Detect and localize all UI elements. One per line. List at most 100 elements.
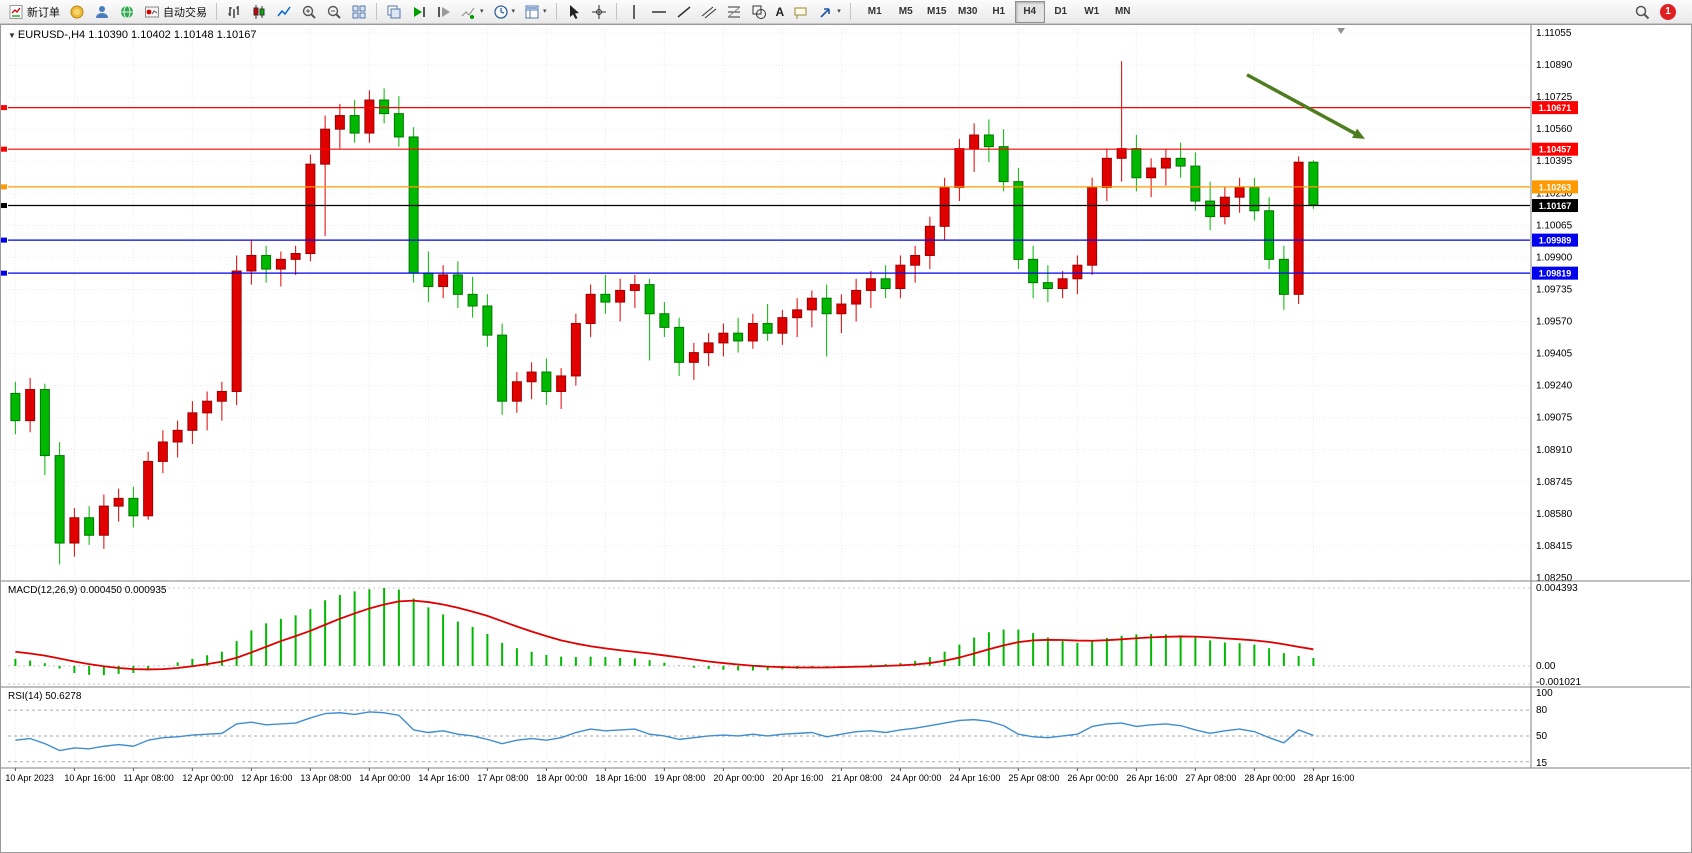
- templates-button[interactable]: ▾: [520, 0, 551, 24]
- timeframe-button-h4[interactable]: H4: [1014, 0, 1045, 23]
- crosshair-tool-button[interactable]: [587, 0, 611, 24]
- cursor-tool-button[interactable]: [562, 0, 586, 24]
- bull-candle: [438, 274, 449, 288]
- periods-button[interactable]: ▾: [489, 0, 520, 24]
- macd-title: MACD(12,26,9): [8, 585, 78, 596]
- bear-candle: [1131, 148, 1142, 179]
- candlestick-mode-button[interactable]: [247, 0, 271, 24]
- time-axis-label: 11 Apr 08:00: [123, 773, 173, 783]
- bear-candle: [1028, 258, 1039, 284]
- timeframe-button-h1[interactable]: H1: [992, 6, 1006, 17]
- vertical-line-tool-button[interactable]: [622, 0, 646, 24]
- macd-axis-label: 0.00: [1536, 661, 1556, 672]
- bear-candle: [128, 497, 139, 517]
- bear-candle: [1308, 161, 1319, 206]
- channel-tool-button[interactable]: [697, 0, 721, 24]
- auto-scroll-icon: [414, 6, 425, 17]
- bear-candle: [467, 293, 478, 307]
- bear-candle: [1190, 165, 1201, 202]
- time-axis-label: 24 Apr 16:00: [949, 773, 1000, 783]
- bull-candle: [688, 352, 699, 363]
- new-order-label: 新订单: [27, 6, 60, 19]
- chart-window[interactable]: 10 Apr 2023 10 Apr 16:00 11 Apr 08:00 12 Ap…: [0, 24, 1692, 853]
- auto-scroll-button[interactable]: [407, 0, 431, 24]
- search-icon[interactable]: [1634, 4, 1650, 20]
- line-chart-icon: [277, 6, 291, 16]
- price-tag-label: 1.10263: [1539, 182, 1572, 192]
- arrows-tool-button[interactable]: ▾: [814, 0, 845, 24]
- price-axis-label: 1.10230: [1536, 188, 1573, 199]
- zoom-in-button[interactable]: [297, 0, 321, 24]
- user-button[interactable]: [90, 0, 114, 24]
- price-axis-label: 1.09900: [1536, 252, 1573, 263]
- time-axis-label: 26 Apr 00:00: [1067, 773, 1118, 783]
- text-label-tool-button[interactable]: [789, 0, 813, 24]
- bull-candle: [924, 225, 935, 256]
- coin-button[interactable]: [65, 0, 89, 24]
- bull-candle: [202, 400, 213, 414]
- trendline-tool-button[interactable]: [672, 0, 696, 24]
- chevron-down-icon: ▾: [480, 8, 484, 15]
- bull-candle: [895, 264, 906, 289]
- macd-indicator-label: MACD(12,26,9) 0.000450 0.000935: [8, 585, 166, 596]
- price-tag: [1532, 142, 1578, 156]
- bear-candle: [1264, 210, 1275, 260]
- bear-candle: [821, 297, 832, 315]
- candlestick-icon: [253, 4, 265, 19]
- line-chart-mode-button[interactable]: [272, 0, 296, 24]
- horizontal-line-tool-button[interactable]: [647, 0, 671, 24]
- timeframe-button-m1[interactable]: M1: [867, 6, 882, 17]
- bear-candle: [644, 284, 655, 315]
- text-tool-button[interactable]: A: [772, 0, 789, 24]
- bull-candle: [216, 390, 227, 402]
- chevron-down-icon: ▾: [837, 8, 841, 15]
- bear-candle: [349, 115, 360, 134]
- bull-candle: [172, 429, 183, 443]
- macd-values: 0.000450 0.000935: [80, 585, 167, 596]
- vertical-line-icon: [632, 4, 635, 19]
- text-tool-icon: A: [775, 4, 785, 19]
- chart-shift-marker: [1337, 28, 1345, 34]
- timeframe-button-m30[interactable]: M30: [958, 6, 978, 17]
- fibonacci-tool-button[interactable]: [722, 0, 746, 24]
- symbol-ohlc-values: 1.10390 1.10402 1.10148 1.10167: [88, 29, 257, 41]
- rsi-line: [15, 711, 1314, 752]
- tile-windows-button[interactable]: [347, 0, 371, 24]
- timeframe-button-mn[interactable]: MN: [1114, 6, 1131, 17]
- new-order-button[interactable]: 新订单: [4, 0, 64, 24]
- bear-candle: [541, 371, 552, 392]
- zoom-out-button[interactable]: [322, 0, 346, 24]
- notification-badge[interactable]: 1: [1660, 3, 1676, 20]
- auto-trading-button[interactable]: 自动交易: [140, 0, 211, 24]
- arrow-tool-icon: [820, 7, 831, 18]
- bull-candle: [969, 134, 980, 150]
- indicators-button[interactable]: ▾: [457, 0, 488, 24]
- bear-candle: [482, 305, 493, 336]
- bear-candle: [1278, 258, 1289, 295]
- ohlc-bars-icon: [228, 5, 239, 18]
- bull-candle: [1072, 264, 1083, 280]
- timeframe-button-m5[interactable]: M5: [898, 6, 913, 17]
- globe-button[interactable]: [115, 0, 139, 24]
- bar-chart-mode-button[interactable]: [222, 0, 246, 24]
- symbol-name: EURUSD-,H4: [17, 29, 86, 41]
- chart-shift-button[interactable]: [432, 0, 456, 24]
- timeframe-button-m15[interactable]: M15: [927, 6, 947, 17]
- time-axis-label: 18 Apr 00:00: [536, 773, 587, 783]
- bull-candle: [69, 517, 80, 544]
- bull-candle: [954, 148, 965, 188]
- timeframe-button-d1[interactable]: D1: [1054, 6, 1068, 17]
- bull-candle: [320, 128, 331, 165]
- new-order-icon: [9, 4, 23, 19]
- shapes-tool-button[interactable]: [747, 0, 771, 24]
- price-chart-canvas[interactable]: 10 Apr 2023 10 Apr 16:00 11 Apr 08:00 12 Ap…: [0, 24, 1692, 853]
- bear-candle: [600, 293, 611, 303]
- clock-icon: [493, 4, 508, 19]
- bull-candle: [511, 381, 522, 402]
- price-axis-label: 1.10395: [1536, 156, 1573, 167]
- channel-icon: [701, 6, 716, 18]
- timeframe-button-w1[interactable]: W1: [1084, 6, 1100, 17]
- bull-candle: [334, 115, 345, 130]
- bull-candle: [615, 289, 626, 303]
- cascade-windows-button[interactable]: [382, 0, 406, 24]
